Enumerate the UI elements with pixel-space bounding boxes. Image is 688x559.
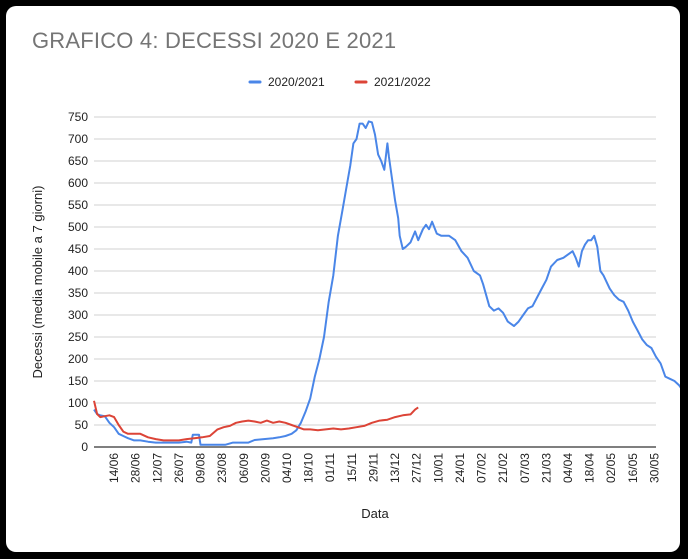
series-line-0	[93, 120, 680, 446]
y-tick-label: 550	[68, 198, 88, 212]
y-tick-label: 700	[68, 132, 88, 146]
series-line-1	[93, 400, 419, 442]
x-tick-label: 21/03	[539, 453, 553, 483]
x-axis-title: Data	[361, 506, 389, 521]
y-tick-label: 350	[68, 286, 88, 300]
x-tick-label: 28/06	[129, 453, 143, 483]
x-tick-label: 18/10	[302, 453, 316, 483]
chart-card: GRAFICO 4: DECESSI 2020 E 2021 0 50 100 150…	[6, 6, 680, 552]
y-tick-label: 750	[68, 110, 88, 124]
x-tick-label: 15/11	[345, 453, 359, 482]
line-chart: 0 50 100 150 200 250 300 350 400 450 500 550 600 650 7…	[30, 75, 680, 521]
x-tick-label: 04/04	[561, 453, 575, 483]
x-tick-label: 18/04	[583, 453, 597, 483]
x-tick-label: 04/10	[280, 453, 294, 483]
x-tick-label: 14/06	[107, 453, 121, 483]
x-tick-label: 29/11	[366, 453, 380, 482]
legend-label: 2020/2021	[268, 75, 325, 89]
x-tick-label: 13/12	[388, 453, 402, 483]
x-tick-label: 20/09	[258, 453, 272, 483]
x-tick-label: 10/01	[431, 453, 445, 483]
x-tick-label: 21/02	[496, 453, 510, 483]
x-tick-label: 09/08	[194, 453, 208, 483]
y-axis-title: Decessi (media mobile a 7 giorni)	[30, 186, 45, 379]
x-tick-label: 24/01	[453, 453, 467, 483]
y-tick-label: 300	[68, 308, 88, 322]
y-tick-label: 250	[68, 330, 88, 344]
y-tick-label: 150	[68, 374, 88, 388]
x-tick-label: 30/05	[647, 453, 661, 483]
x-tick-label: 07/03	[518, 453, 532, 483]
x-tick-label: 27/12	[410, 453, 424, 483]
y-tick-label: 400	[68, 264, 88, 278]
y-tick-label: 200	[68, 352, 88, 366]
y-tick-label: 0	[81, 440, 88, 454]
y-tick-label: 650	[68, 154, 88, 168]
x-tick-label: 23/08	[215, 453, 229, 483]
y-tick-label: 600	[68, 176, 88, 190]
y-tick-label: 500	[68, 220, 88, 234]
x-tick-label: 01/11	[323, 453, 337, 482]
x-tick-label: 02/05	[604, 453, 618, 483]
x-tick-label: 26/07	[172, 453, 186, 483]
legend-label: 2021/2022	[374, 75, 431, 89]
y-tick-label: 50	[75, 418, 89, 432]
y-tick-label: 100	[68, 396, 88, 410]
x-tick-label: 16/05	[626, 453, 640, 483]
x-tick-label: 07/02	[475, 453, 489, 483]
chart-title: GRAFICO 4: DECESSI 2020 E 2021	[32, 28, 397, 53]
x-tick-label: 12/07	[150, 453, 164, 483]
x-tick-label: 06/09	[237, 453, 251, 483]
y-tick-label: 450	[68, 242, 88, 256]
